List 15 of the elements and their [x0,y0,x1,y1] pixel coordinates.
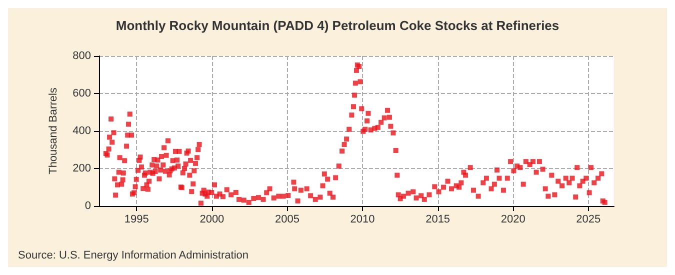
x-tick-label: 2010 [350,214,375,226]
y-axis-title: Thousand Barrels [48,87,60,174]
y-tick-label: 400 [72,125,91,137]
y-tick-label: 0 [84,200,91,212]
y-tick-label: 200 [72,162,91,174]
x-tick-label: 2005 [274,214,300,226]
y-tick-label: 600 [72,88,91,100]
x-tick-label: 2015 [426,214,450,226]
x-tick-label: 2025 [576,214,601,226]
x-tick-label: 2020 [500,214,526,226]
chart-title: Monthly Rocky Mountain (PADD 4) Petroleum Coke Stocks at Refineries [116,18,560,33]
x-tick-label: 2000 [200,214,224,226]
x-tick-label: 1995 [124,214,149,226]
y-tick-label: 800 [72,50,91,62]
source-note: Source: U.S. Energy Information Administration [18,250,248,262]
